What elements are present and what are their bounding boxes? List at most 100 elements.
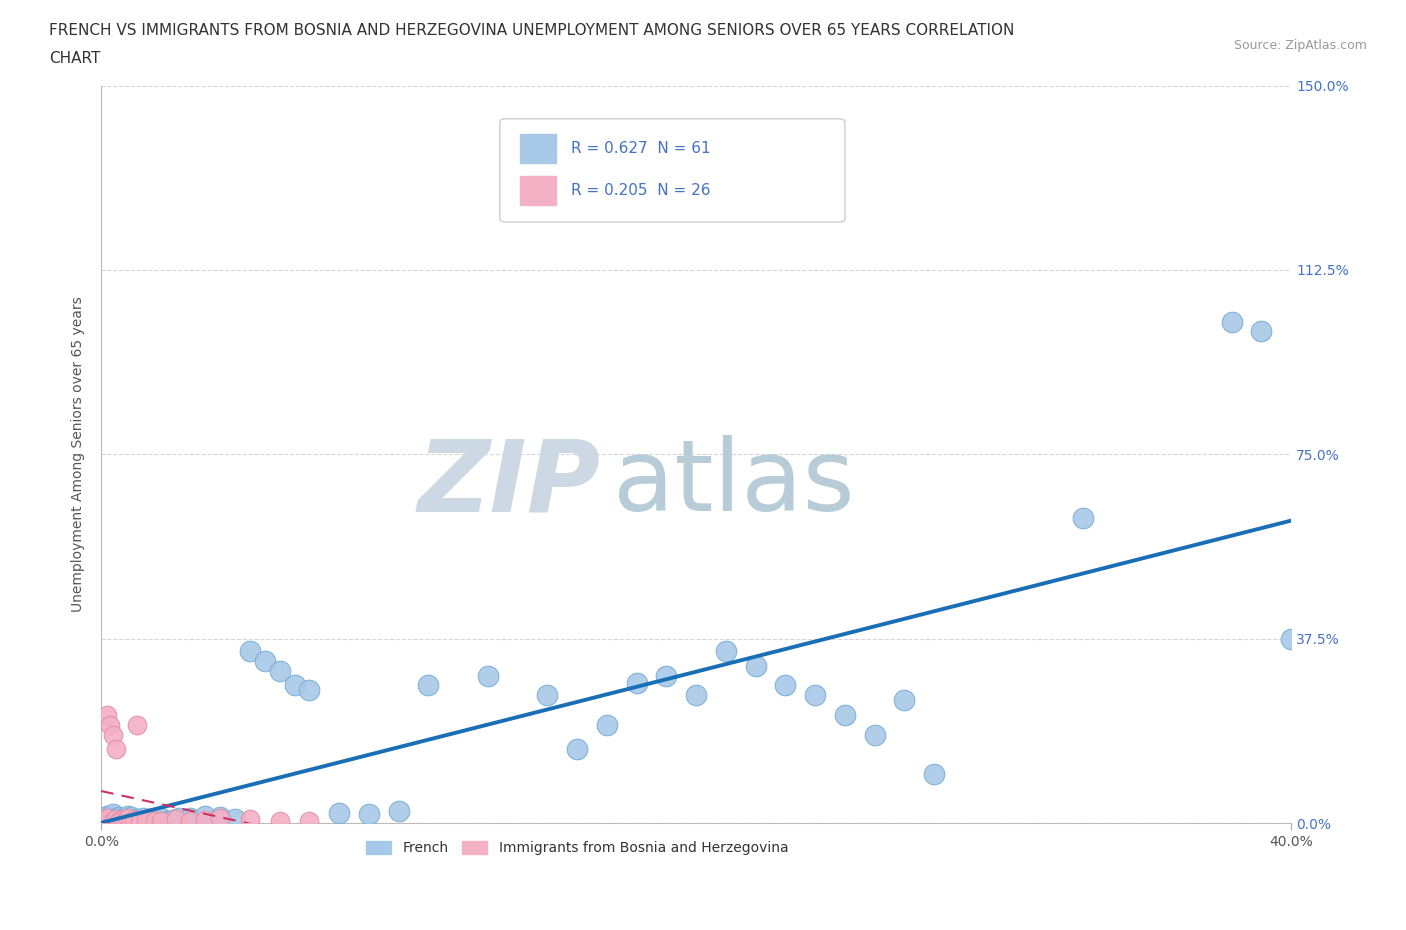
- Point: [101, 813, 124, 828]
- Point: [108, 814, 131, 829]
- Point: [143, 813, 166, 828]
- Point: [125, 717, 148, 732]
- Text: R = 0.205  N = 26: R = 0.205 N = 26: [571, 183, 711, 198]
- Legend: French, Immigrants from Bosnia and Herzegovina: French, Immigrants from Bosnia and Herze…: [361, 835, 794, 860]
- Point: [132, 810, 155, 825]
- Point: [1220, 314, 1243, 329]
- Point: [863, 727, 886, 742]
- Point: [101, 807, 124, 822]
- Point: [101, 813, 124, 828]
- Point: [143, 813, 166, 828]
- Point: [536, 688, 558, 703]
- Point: [128, 814, 150, 829]
- Point: [105, 811, 128, 826]
- Point: [162, 812, 184, 827]
- Point: [120, 813, 142, 828]
- Point: [893, 693, 915, 708]
- Text: atlas: atlas: [613, 435, 855, 532]
- Point: [567, 742, 589, 757]
- Point: [418, 678, 440, 693]
- Text: FRENCH VS IMMIGRANTS FROM BOSNIA AND HERZEGOVINA UNEMPLOYMENT AMONG SENIORS OVER: FRENCH VS IMMIGRANTS FROM BOSNIA AND HER…: [49, 23, 1015, 38]
- Point: [117, 811, 139, 826]
- Point: [775, 678, 797, 693]
- Point: [209, 810, 232, 825]
- Point: [122, 813, 145, 828]
- Point: [239, 812, 262, 827]
- Text: ZIP: ZIP: [418, 435, 600, 532]
- Point: [179, 811, 201, 826]
- Point: [253, 654, 276, 669]
- Point: [269, 813, 291, 828]
- Point: [105, 814, 128, 829]
- Point: [298, 814, 321, 829]
- Point: [108, 809, 131, 824]
- Point: [834, 708, 856, 723]
- Point: [120, 810, 142, 825]
- Point: [98, 810, 121, 825]
- Point: [98, 812, 121, 827]
- Point: [111, 813, 134, 828]
- Point: [128, 812, 150, 827]
- Point: [284, 678, 307, 693]
- Point: [744, 658, 766, 673]
- Point: [117, 812, 139, 827]
- Point: [388, 804, 411, 818]
- Point: [804, 688, 827, 703]
- Point: [357, 807, 380, 822]
- Point: [149, 813, 172, 828]
- Point: [165, 812, 187, 827]
- Point: [98, 717, 121, 732]
- Point: [93, 813, 115, 828]
- Point: [135, 812, 157, 827]
- Point: [93, 811, 115, 826]
- Point: [298, 683, 321, 698]
- Point: [96, 708, 118, 723]
- Point: [224, 812, 246, 827]
- Point: [328, 806, 350, 821]
- Point: [167, 811, 190, 826]
- Bar: [520, 134, 555, 163]
- Point: [111, 811, 134, 826]
- Point: [149, 811, 172, 826]
- Point: [596, 717, 619, 732]
- Point: [138, 812, 160, 827]
- Point: [114, 810, 136, 825]
- Point: [655, 669, 678, 684]
- Text: Source: ZipAtlas.com: Source: ZipAtlas.com: [1233, 39, 1367, 52]
- Text: CHART: CHART: [49, 51, 101, 66]
- Point: [114, 815, 136, 830]
- Point: [1071, 511, 1094, 525]
- Point: [922, 766, 945, 781]
- Point: [125, 811, 148, 826]
- Point: [135, 813, 157, 828]
- Point: [156, 814, 179, 829]
- Point: [179, 813, 201, 828]
- Text: R = 0.627  N = 61: R = 0.627 N = 61: [571, 140, 711, 156]
- Point: [111, 812, 134, 827]
- Point: [714, 644, 737, 658]
- Point: [96, 808, 118, 823]
- Point: [626, 675, 648, 690]
- Point: [194, 813, 217, 828]
- Point: [117, 808, 139, 823]
- Point: [96, 811, 118, 826]
- Point: [1250, 324, 1272, 339]
- Point: [105, 812, 128, 827]
- Point: [114, 813, 136, 828]
- Point: [1279, 631, 1302, 646]
- FancyBboxPatch shape: [501, 119, 845, 222]
- Point: [101, 727, 124, 742]
- Point: [105, 742, 128, 757]
- Point: [239, 644, 262, 658]
- Point: [685, 688, 707, 703]
- Point: [209, 811, 232, 826]
- Point: [120, 815, 142, 830]
- Point: [269, 663, 291, 678]
- Point: [122, 814, 145, 829]
- Point: [96, 813, 118, 828]
- Point: [108, 812, 131, 827]
- Bar: [520, 176, 555, 206]
- Y-axis label: Unemployment Among Seniors over 65 years: Unemployment Among Seniors over 65 years: [72, 297, 86, 612]
- Point: [194, 808, 217, 823]
- Point: [477, 669, 499, 684]
